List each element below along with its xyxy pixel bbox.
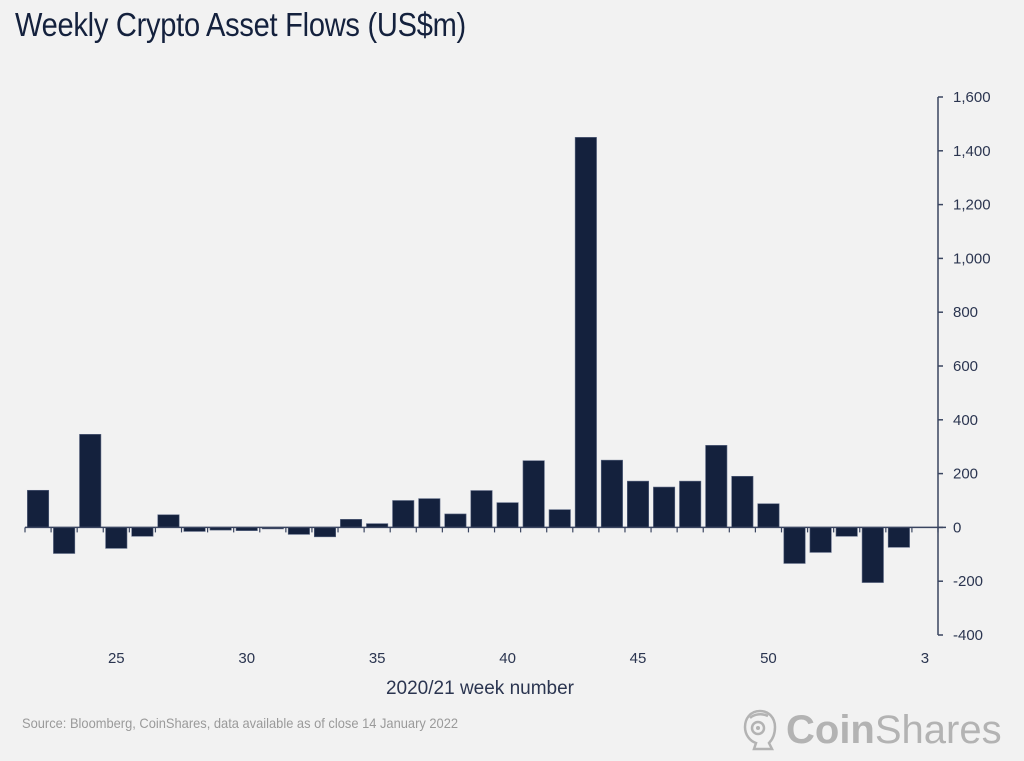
chart-title: Weekly Crypto Asset Flows (US$m) [15,6,466,43]
x-axis [24,526,946,533]
bar-week-38 [444,513,467,528]
bar-week-49 [731,475,754,528]
coinshares-helmet-icon [743,709,777,751]
bar-week-25 [105,527,128,549]
bar-week-26 [131,527,154,537]
bar-week-33 [313,527,336,538]
bar-week-44 [600,459,623,528]
bar-week-40 [496,502,519,528]
y-tick-label: 600 [953,358,978,375]
coinshares-logo: CoinShares [742,708,1002,752]
bar-week-50 [757,503,780,528]
y-tick-label: 1,200 [953,197,991,214]
bar-week-24 [79,434,102,528]
bar-week-47 [679,480,702,528]
bar-week-27 [157,514,180,528]
bar-week-43 [574,137,597,528]
y-tick-label: 1,400 [953,143,991,160]
x-tick-label: 30 [238,650,255,667]
bar-week-23 [53,527,76,554]
bar-week-1 [861,527,884,583]
y-axis: 1,600 1,400 1,200 1,000 800 600 400 200 0 -200 -40… [937,89,991,644]
y-tick-label: -400 [953,627,983,644]
x-tick-label: 50 [760,650,777,667]
x-tick-labels: 25 30 35 40 45 50 3 [108,650,929,667]
bar-week-2 [887,527,910,548]
bar-week-52 [809,527,832,553]
y-tick-label: -200 [953,573,983,590]
bar-week-42 [548,509,571,528]
x-tick-label: 40 [499,650,516,667]
bar-week-32 [287,527,310,535]
bar-chart: 1,600 1,400 1,200 1,000 800 600 400 200 0 -200 -40… [24,89,991,699]
x-axis-title: 2020/21 week number [386,678,575,699]
y-tick-label: 400 [953,412,978,429]
bar-week-45 [627,480,650,528]
y-tick-label: 200 [953,466,978,483]
logo-text-bold: Coin [786,708,875,752]
bar-week-36 [392,500,415,528]
bar-week-53 [835,527,858,537]
bar-week-37 [418,498,441,528]
y-tick-label: 800 [953,304,978,321]
x-tick-label: 25 [108,650,125,667]
bar-week-34 [340,519,363,528]
source-note: Source: Bloomberg, CoinShares, data avai… [22,715,459,731]
bars-group [27,137,910,583]
bar-week-41 [522,460,545,528]
logo-text-light: Shares [874,708,1002,752]
y-tick-label: 1,600 [953,89,991,106]
y-tick-label: 1,000 [953,250,991,267]
bar-week-22 [27,489,50,528]
bar-week-46 [653,486,676,528]
bar-week-51 [783,527,806,564]
x-tick-label: 35 [369,650,386,667]
x-tick-label: 45 [630,650,647,667]
x-tick-label: 3 [921,650,929,667]
bar-week-39 [470,490,493,528]
y-tick-label: 0 [953,519,961,536]
bar-week-48 [705,445,728,528]
